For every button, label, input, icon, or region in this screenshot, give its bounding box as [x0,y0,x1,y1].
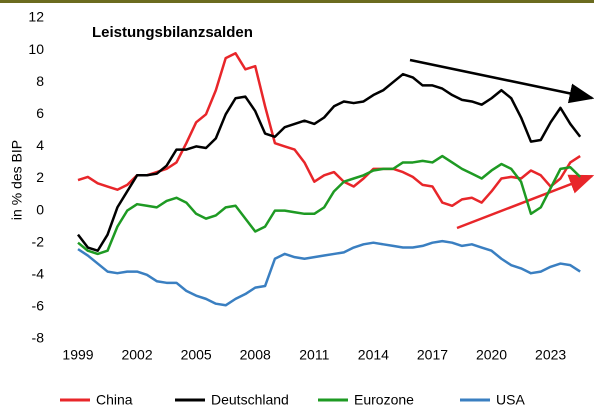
y-tick-label: 8 [36,73,44,89]
legend-label: Deutschland [211,392,289,408]
line [77,72,582,252]
y-tick-label: 10 [28,41,44,57]
y-tick-label: -8 [32,330,45,346]
legend-label: China [96,392,133,408]
line [77,52,581,208]
top-border [0,0,594,3]
y-tick-label: -4 [32,266,45,282]
y-tick-label: 4 [36,137,44,153]
line [77,239,581,307]
y-tick-label: 12 [28,9,44,25]
y-axis-label: in % des BIP [9,140,25,220]
y-tick-label: 2 [36,169,44,185]
trend-arrow [409,58,594,104]
x-tick-label: 2014 [358,347,389,363]
x-tick-label: 2020 [476,347,507,363]
y-tick-label: -2 [32,233,45,249]
legend-label: Eurozone [354,392,414,408]
x-tick-label: 1999 [62,347,93,363]
trend-arrow [456,174,594,230]
x-tick-label: 2011 [299,347,329,363]
line [77,154,582,256]
y-tick-label: 0 [36,201,44,217]
x-tick-label: 2005 [181,347,212,363]
y-tick-label: -6 [32,298,45,314]
y-tick-label: 6 [36,105,44,121]
legend-label: USA [496,392,525,408]
x-tick-label: 2023 [535,347,566,363]
chart-title: Leistungsbilanzsalden [92,24,253,41]
x-tick-label: 2002 [121,347,152,363]
x-tick-label: 2017 [417,347,448,363]
x-tick-label: 2008 [240,347,271,363]
